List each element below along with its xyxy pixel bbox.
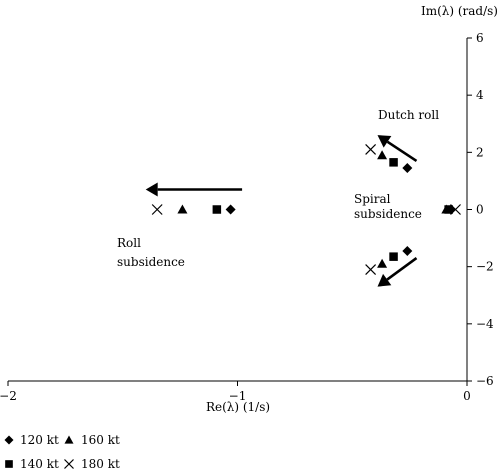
point-120kt (402, 245, 413, 256)
point-180kt (450, 204, 461, 215)
legend-symbol (5, 460, 13, 468)
ticks: −2 −1 0 6 4 2 0 −2 −4 −6 (0, 31, 494, 403)
point-140kt (389, 158, 398, 167)
y-axis-label: Im(λ) (rad/s) (421, 4, 498, 18)
annotation-spiral-line-1: Spiral (354, 192, 391, 206)
point-180kt (365, 144, 377, 155)
x-tick-label: −1 (229, 389, 247, 403)
point-120kt (402, 163, 413, 174)
legend-symbol (4, 435, 14, 445)
x-tick-label: 0 (463, 389, 471, 403)
legend-marker-180kt (64, 459, 74, 469)
point-180kt (365, 264, 377, 275)
legend-symbol (64, 435, 74, 444)
y-tick-label: 6 (476, 31, 484, 45)
y-tick-label: −6 (476, 374, 494, 388)
legend-marker-140kt (5, 460, 13, 468)
legend-label-120kt: 120 kt (20, 433, 59, 447)
point-160kt (177, 204, 188, 214)
legend-label-180kt: 180 kt (81, 457, 120, 471)
annotation-roll-line-1: Roll (117, 236, 141, 250)
legend-label-160kt: 160 kt (81, 433, 120, 447)
legend: 120 kt 160 kt 140 kt 180 kt (4, 433, 120, 471)
annotation-roll-line-2: subsidence (117, 255, 185, 269)
y-tick-label: −4 (476, 317, 494, 331)
point-180kt (151, 204, 163, 215)
dutch-upper-arrow (377, 135, 418, 162)
annotation-dutch-roll: Dutch roll (378, 108, 439, 122)
roll-arrow (145, 182, 243, 197)
legend-marker-160kt (64, 435, 74, 444)
point-160kt (441, 204, 452, 214)
y-tick-label: 0 (476, 203, 484, 217)
x-tick-label: −2 (0, 389, 17, 403)
annotation-spiral-line-2: subsidence (354, 207, 422, 221)
dutch-lower-arrow (377, 257, 418, 287)
arrows (145, 135, 418, 287)
data-points (151, 144, 461, 275)
point-160kt (377, 150, 388, 160)
y-tick-label: 4 (476, 88, 484, 102)
legend-symbol (64, 459, 74, 469)
legend-label-140kt: 140 kt (20, 457, 59, 471)
point-140kt (389, 252, 398, 261)
y-tick-label: 2 (476, 145, 484, 159)
x-axis-label: Re(λ) (1/s) (206, 400, 270, 414)
point-140kt (212, 205, 222, 214)
point-120kt (225, 204, 236, 215)
legend-marker-120kt (4, 435, 14, 445)
y-tick-label: −2 (476, 260, 494, 274)
point-160kt (377, 258, 388, 268)
